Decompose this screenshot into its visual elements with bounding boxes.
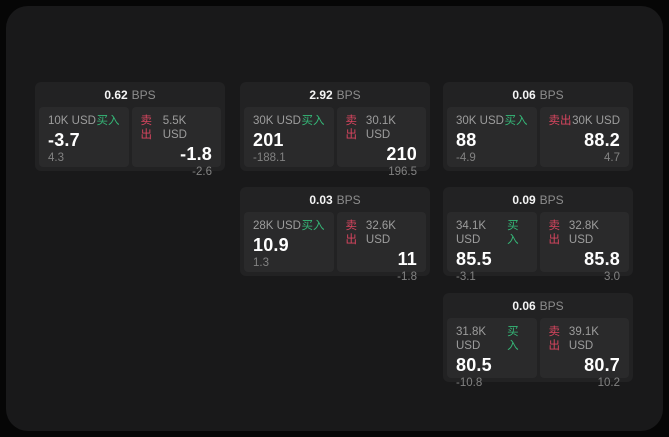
bps-unit-label: BPS [336, 192, 361, 207]
sell-amount: 30K USD [572, 115, 620, 127]
buy-tile[interactable]: 31.8K USD 买入 80.5 -10.8 [447, 318, 537, 389]
buy-side-label: 买入 [507, 220, 519, 246]
buy-side-label: 买入 [301, 115, 325, 127]
buy-side-label: 买入 [96, 115, 120, 127]
sell-change: 10.2 [597, 377, 620, 389]
bps-unit-label: BPS [539, 192, 564, 207]
card-header: 2.92 BPS [240, 82, 430, 107]
quote-card: 0.06 BPS 31.8K USD 买入 80.5 -10.8 卖出 39.1… [443, 293, 633, 389]
bps-unit-label: BPS [539, 87, 564, 102]
buy-amount: 10K USD [48, 115, 96, 127]
sell-change: 3.0 [604, 271, 620, 283]
sell-side-label: 卖出 [548, 326, 561, 352]
buy-price: 10.9 [253, 235, 289, 255]
buy-price: -3.7 [48, 130, 80, 150]
buy-change: -4.9 [456, 152, 476, 164]
buy-amount: 31.8K USD [456, 326, 487, 352]
buy-change: 1.3 [253, 257, 269, 269]
card-header: 0.06 BPS [443, 293, 633, 318]
buy-change: -10.8 [456, 377, 483, 389]
bps-value: 0.06 [512, 87, 536, 102]
buy-side-label: 买入 [301, 220, 325, 232]
buy-tile[interactable]: 28K USD 买入 10.9 1.3 [244, 212, 334, 272]
sell-amount: 30.1K USD [365, 115, 396, 141]
app-surface: 0.62 BPS 10K USD 买入 -3.7 4.3 卖出 5.5K USD… [6, 6, 663, 431]
sell-tile[interactable]: 卖出 30K USD 88.2 4.7 [539, 107, 629, 167]
sell-change: 196.5 [388, 166, 417, 178]
buy-change: 4.3 [48, 152, 64, 164]
bps-value: 0.03 [309, 192, 333, 207]
quote-card: 0.03 BPS 28K USD 买入 10.9 1.3 卖出 32.6K US… [240, 187, 430, 283]
buy-amount: 30K USD [253, 115, 301, 127]
buy-side-label: 买入 [504, 115, 528, 127]
sell-tile[interactable]: 卖出 30.1K USD 210 196.5 [336, 107, 426, 178]
buy-price: 85.5 [456, 249, 492, 269]
buy-tile[interactable]: 30K USD 买入 201 -188.1 [244, 107, 334, 167]
bps-value: 0.09 [512, 192, 536, 207]
quote-card: 0.06 BPS 30K USD 买入 88 -4.9 卖出 30K USD 8… [443, 82, 633, 171]
buy-amount: 28K USD [253, 220, 301, 232]
quote-card: 0.09 BPS 34.1K USD 买入 85.5 -3.1 卖出 32.8K… [443, 187, 633, 283]
quote-card: 2.92 BPS 30K USD 买入 201 -188.1 卖出 30.1K … [240, 82, 430, 178]
sell-tile[interactable]: 卖出 32.8K USD 85.8 3.0 [539, 212, 629, 283]
buy-change: -188.1 [253, 152, 286, 164]
buy-side-label: 买入 [507, 326, 519, 352]
sell-tile[interactable]: 卖出 32.6K USD 11 -1.8 [336, 212, 426, 283]
sell-side-label: 卖出 [345, 220, 358, 246]
bps-unit-label: BPS [539, 298, 564, 313]
sell-price: -1.8 [180, 144, 212, 164]
bps-unit-label: BPS [336, 87, 361, 102]
sell-side-label: 卖出 [345, 115, 358, 141]
bps-value: 0.62 [104, 87, 128, 102]
sell-amount: 32.6K USD [365, 220, 396, 246]
sell-amount: 32.8K USD [568, 220, 599, 246]
buy-amount: 34.1K USD [456, 220, 487, 246]
buy-price: 80.5 [456, 355, 492, 375]
card-header: 0.03 BPS [240, 187, 430, 212]
card-header: 0.62 BPS [35, 82, 225, 107]
sell-amount: 39.1K USD [568, 326, 599, 352]
card-header: 0.06 BPS [443, 82, 633, 107]
buy-tile[interactable]: 30K USD 买入 88 -4.9 [447, 107, 537, 167]
bps-value: 0.06 [512, 298, 536, 313]
sell-price: 80.7 [584, 355, 620, 375]
sell-side-label: 卖出 [140, 115, 153, 141]
buy-tile[interactable]: 34.1K USD 买入 85.5 -3.1 [447, 212, 537, 283]
sell-price: 88.2 [584, 130, 620, 150]
bps-value: 2.92 [309, 87, 333, 102]
buy-tile[interactable]: 10K USD 买入 -3.7 4.3 [39, 107, 129, 167]
sell-price: 210 [386, 144, 417, 164]
sell-amount: 5.5K USD [162, 115, 187, 141]
buy-price: 88 [456, 130, 477, 150]
sell-side-label: 卖出 [548, 115, 572, 127]
sell-tile[interactable]: 卖出 5.5K USD -1.8 -2.6 [131, 107, 221, 178]
buy-change: -3.1 [456, 271, 476, 283]
card-header: 0.09 BPS [443, 187, 633, 212]
sell-price: 11 [397, 249, 417, 269]
bps-unit-label: BPS [131, 87, 156, 102]
buy-amount: 30K USD [456, 115, 504, 127]
quote-card: 0.62 BPS 10K USD 买入 -3.7 4.3 卖出 5.5K USD… [35, 82, 225, 178]
sell-change: 4.7 [604, 152, 620, 164]
sell-side-label: 卖出 [548, 220, 561, 246]
sell-change: -2.6 [192, 166, 212, 178]
sell-tile[interactable]: 卖出 39.1K USD 80.7 10.2 [539, 318, 629, 389]
buy-price: 201 [253, 130, 284, 150]
sell-price: 85.8 [584, 249, 620, 269]
sell-change: -1.8 [397, 271, 417, 283]
